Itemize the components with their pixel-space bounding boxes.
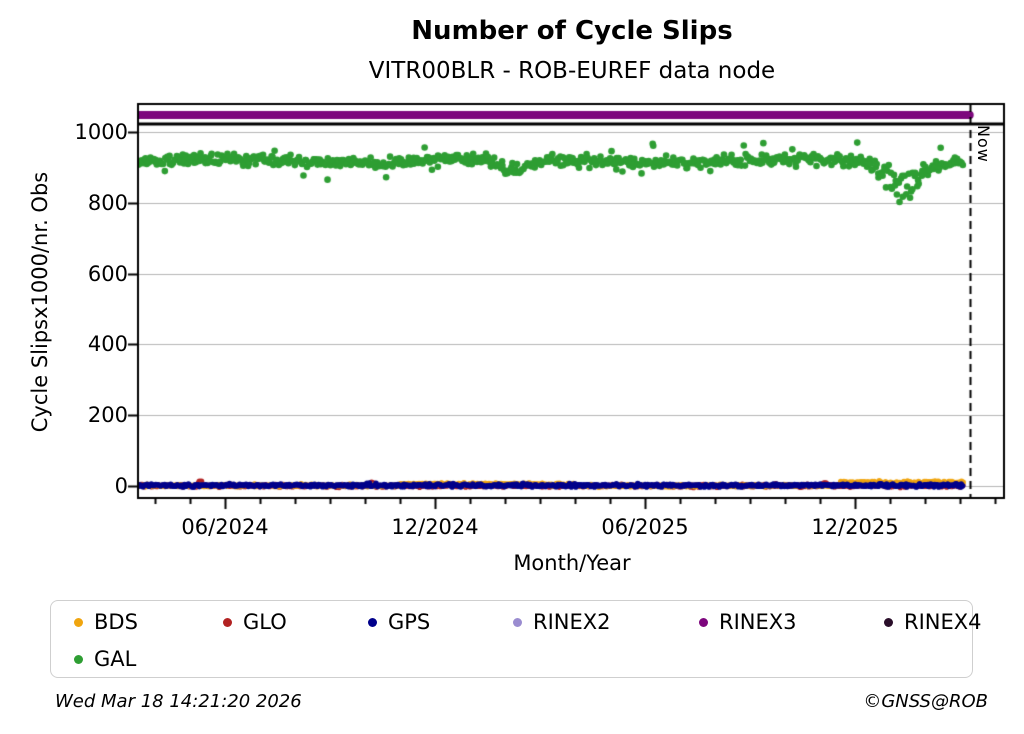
legend-label: BDS	[94, 610, 138, 634]
plot-timestamp: Wed Mar 18 14:21:20 2026	[55, 691, 302, 712]
y-tick-label: 400	[87, 332, 128, 357]
legend-label: GAL	[94, 647, 137, 671]
bds-marker-icon	[74, 618, 83, 627]
legend-label: RINEX3	[719, 610, 797, 634]
x-axis-label: Month/Year	[513, 551, 631, 575]
rinex2-marker-icon	[513, 618, 522, 627]
y-tick-label: 800	[87, 190, 128, 215]
chart-title: Number of Cycle Slips	[411, 16, 733, 46]
legend-label: GPS	[388, 610, 431, 634]
gal-marker-icon	[74, 655, 83, 664]
x-tick-label: 06/2024	[181, 515, 269, 539]
x-tick-label: 06/2025	[601, 515, 689, 539]
y-tick-label: 1000	[74, 120, 128, 145]
chart-canvas	[0, 0, 1024, 590]
x-tick-label: 12/2025	[811, 515, 899, 539]
chart-subtitle: VITR00BLR - ROB-EUREF data node	[368, 58, 776, 84]
y-tick-label: 600	[87, 261, 128, 286]
legend-label: GLO	[243, 610, 287, 634]
legend-box: BDS GLO GPS RINEX2 RINEX3 RINEX4 GAL	[50, 600, 982, 678]
rinex4-marker-icon	[884, 618, 893, 627]
x-tick-label: 12/2024	[391, 515, 479, 539]
rinex3-marker-icon	[699, 618, 708, 627]
copyright-text: ©GNSS@ROB	[863, 691, 988, 712]
gps-marker-icon	[368, 618, 377, 627]
glo-marker-icon	[223, 618, 232, 627]
now-line-label: Now	[974, 125, 993, 163]
legend-label: RINEX4	[904, 610, 982, 634]
y-tick-label: 200	[87, 403, 128, 428]
legend-label: RINEX2	[533, 610, 611, 634]
y-tick-label: 0	[114, 473, 128, 498]
